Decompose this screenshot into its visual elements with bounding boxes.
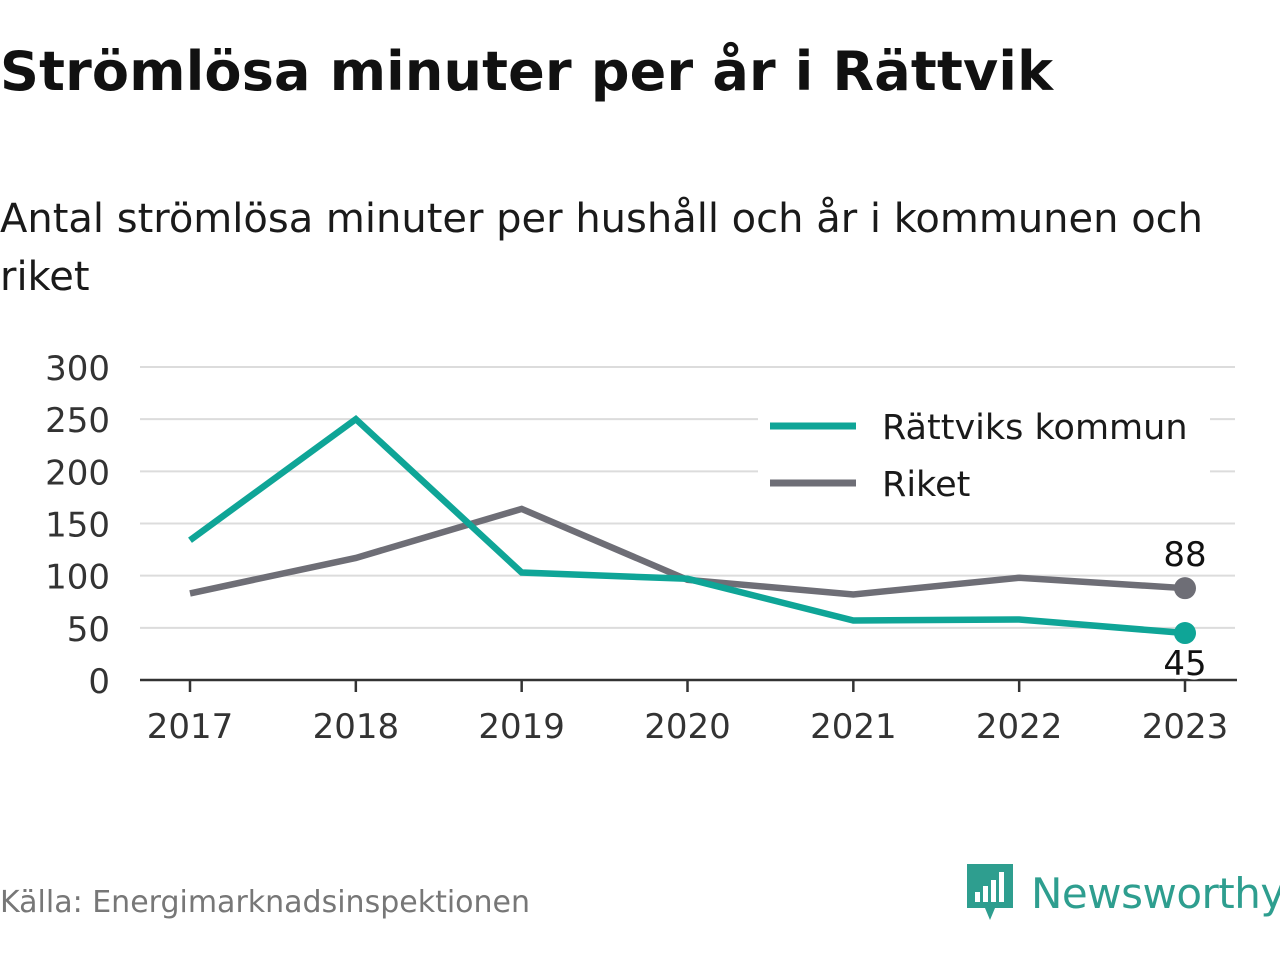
source-note: Källa: Energimarknadsinspektionen [0, 885, 531, 920]
brand-name: Newsworthy [1031, 868, 1280, 918]
x-tick-label: 2023 [1142, 707, 1229, 747]
y-tick-label: 300 [45, 349, 110, 389]
line-chart: 0 50 100 150 200 250 300 2017 2018 2019 2020 2021 20… [45, 349, 1237, 747]
brand-logo: Newsworthy [965, 862, 1280, 924]
legend-background [758, 395, 1210, 515]
data-point [1174, 577, 1196, 600]
x-tick-label: 2018 [313, 707, 400, 747]
chart-title: Strömlösa minuter per år i Rättvik [0, 40, 1054, 103]
y-tick-label: 100 [45, 558, 110, 598]
x-tick-label: 2020 [644, 707, 731, 747]
x-tick-label: 2021 [810, 707, 897, 747]
data-point [1174, 622, 1196, 645]
end-label: 45 [1163, 644, 1206, 684]
x-tick-label: 2022 [976, 707, 1063, 747]
end-label: 88 [1163, 535, 1206, 575]
y-tick-label: 200 [45, 453, 110, 493]
newsworthy-logo-icon [967, 864, 1013, 920]
y-tick-label: 150 [45, 506, 110, 546]
y-tick-label: 250 [45, 401, 110, 441]
x-tick-label: 2019 [478, 707, 565, 747]
legend-label: Riket [882, 465, 970, 505]
y-tick-label: 0 [88, 662, 110, 702]
legend-label: Rättviks kommun [882, 408, 1188, 448]
chart-subtitle: Antal strömlösa minuter per hushåll och … [0, 196, 1204, 300]
series-line [188, 414, 1186, 637]
x-tick-label: 2017 [147, 707, 234, 747]
y-tick-label: 50 [67, 610, 110, 650]
